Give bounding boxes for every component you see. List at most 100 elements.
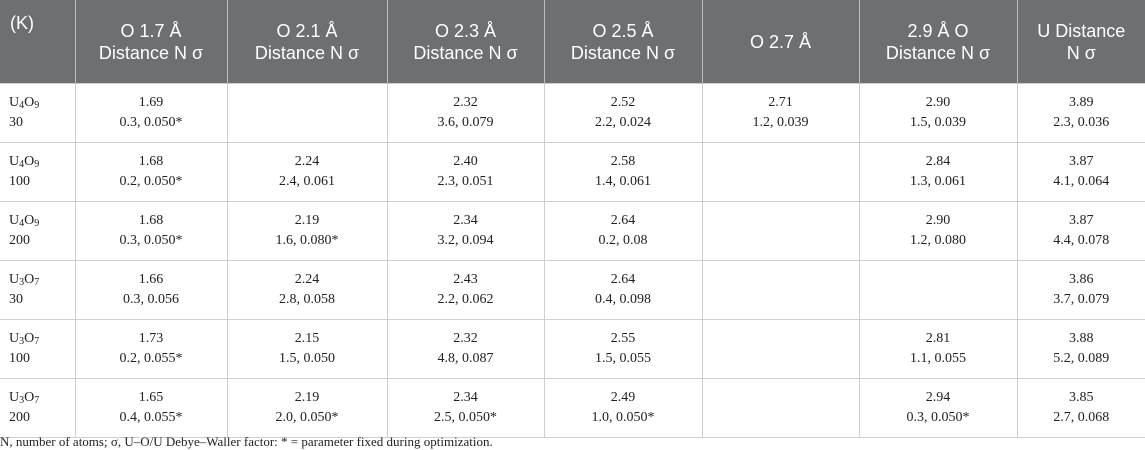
distance-value: 1.66 bbox=[138, 272, 164, 287]
shell-fit-cell: 2.15 1.5, 0.050 bbox=[226, 319, 387, 379]
n-sigma-value: 0.3, 0.050* bbox=[119, 233, 183, 248]
n-sigma-value: 0.3, 0.050* bbox=[119, 115, 183, 130]
n-sigma-value: 0.3, 0.056 bbox=[123, 292, 179, 307]
header-row: (K) O 1.7 Å Distance N σ O 2.1 Å Distance … bbox=[0, 0, 1145, 84]
n-sigma-value: 0.2, 0.055* bbox=[119, 351, 183, 366]
sample-formula: U4O9 bbox=[9, 154, 40, 170]
sample-formula: U4O9 bbox=[9, 213, 40, 229]
temperature-value: 30 bbox=[9, 292, 23, 307]
shell-fit-cell: 1.66 0.3, 0.056 bbox=[74, 260, 227, 320]
sample-formula: U3O7 bbox=[9, 331, 40, 347]
distance-value: 2.24 bbox=[294, 272, 320, 287]
n-sigma-value: 2.3, 0.051 bbox=[437, 174, 494, 189]
shell-fit-cell: 1.68 0.2, 0.050* bbox=[74, 142, 227, 202]
shell-fit-cell: 1.73 0.2, 0.055* bbox=[74, 319, 227, 379]
sample-formula: U3O7 bbox=[9, 390, 40, 406]
temperature-value: 100 bbox=[9, 174, 30, 189]
n-sigma-value: 1.6, 0.080* bbox=[275, 233, 339, 248]
distance-value: 1.69 bbox=[138, 95, 164, 110]
shell-fit-cell: 3.86 3.7, 0.079 bbox=[1016, 260, 1145, 320]
distance-value: 1.68 bbox=[138, 213, 164, 228]
header-o-2-7: O 2.7 Å bbox=[701, 0, 859, 84]
n-sigma-value: 2.4, 0.061 bbox=[279, 174, 335, 189]
n-sigma-value: 0.2, 0.08 bbox=[598, 233, 648, 248]
shell-fit-cell: 3.89 2.3, 0.036 bbox=[1016, 83, 1145, 143]
distance-value: 3.89 bbox=[1069, 95, 1094, 110]
n-sigma-value: 1.2, 0.080 bbox=[910, 233, 966, 248]
n-sigma-value: 1.1, 0.055 bbox=[910, 351, 966, 366]
n-sigma-value: 3.2, 0.094 bbox=[437, 233, 494, 248]
n-sigma-value: 0.4, 0.055* bbox=[119, 410, 183, 425]
header-temperature: (K) bbox=[0, 0, 75, 84]
n-sigma-value: 1.5, 0.055 bbox=[595, 351, 651, 366]
shell-fit-cell: 2.90 1.5, 0.039 bbox=[858, 83, 1017, 143]
shell-fit-cell: 2.49 1.0, 0.050* bbox=[543, 378, 702, 438]
shell-fit-cell bbox=[226, 83, 387, 143]
distance-value: 3.85 bbox=[1069, 390, 1094, 405]
table-row: U4O9 200 1.68 0.3, 0.050* 2.19 1.6, 0.080* 2.3… bbox=[0, 201, 1145, 261]
table-row: U3O7 200 1.65 0.4, 0.055* 2.19 2.0, 0.050* 2.3… bbox=[0, 378, 1145, 438]
data-table-container: (K) O 1.7 Å Distance N σ O 2.1 Å Distance … bbox=[0, 0, 1145, 438]
n-sigma-value: 2.2, 0.024 bbox=[595, 115, 651, 130]
n-sigma-value: 4.1, 0.064 bbox=[1053, 174, 1110, 189]
n-sigma-value: 2.2, 0.062 bbox=[437, 292, 494, 307]
n-sigma-value: 1.5, 0.050 bbox=[279, 351, 335, 366]
distance-value: 2.71 bbox=[768, 95, 793, 110]
n-sigma-value: 3.7, 0.079 bbox=[1053, 292, 1110, 307]
header-u-distance: U Distance N σ bbox=[1016, 0, 1145, 84]
shell-fit-cell: 2.64 0.4, 0.098 bbox=[543, 260, 702, 320]
distance-value: 2.24 bbox=[294, 154, 320, 169]
distance-value: 1.73 bbox=[138, 331, 164, 346]
shell-fit-cell: 2.34 2.5, 0.050* bbox=[386, 378, 544, 438]
shell-fit-cell: 2.40 2.3, 0.051 bbox=[386, 142, 544, 202]
sample-temperature-cell: U4O9 200 bbox=[0, 201, 75, 261]
shell-fit-cell bbox=[701, 319, 859, 379]
table-footnote: N, number of atoms; σ, U–O/U Debye–Walle… bbox=[0, 434, 493, 449]
sample-formula: U3O7 bbox=[9, 272, 40, 288]
distance-value: 2.81 bbox=[925, 331, 951, 346]
distance-value: 2.84 bbox=[925, 154, 951, 169]
shell-fit-cell: 3.85 2.7, 0.068 bbox=[1016, 378, 1145, 438]
sample-formula: U4O9 bbox=[9, 95, 40, 111]
shell-fit-cell: 2.19 1.6, 0.080* bbox=[226, 201, 387, 261]
temperature-value: 200 bbox=[9, 233, 30, 248]
distance-value: 3.86 bbox=[1069, 272, 1094, 287]
n-sigma-value: 4.4, 0.078 bbox=[1053, 233, 1110, 248]
shell-fit-cell: 2.64 0.2, 0.08 bbox=[543, 201, 702, 261]
shell-fit-cell bbox=[701, 378, 859, 438]
temperature-value: 30 bbox=[9, 115, 23, 130]
shell-fit-cell: 2.52 2.2, 0.024 bbox=[543, 83, 702, 143]
n-sigma-value: 4.8, 0.087 bbox=[437, 351, 494, 366]
distance-value: 2.49 bbox=[610, 390, 636, 405]
shell-fit-cell: 1.69 0.3, 0.050* bbox=[74, 83, 227, 143]
header-o-2-9: 2.9 Å O Distance N σ bbox=[858, 0, 1017, 84]
shell-fit-cell: 3.87 4.4, 0.078 bbox=[1016, 201, 1145, 261]
shell-fit-cell: 2.81 1.1, 0.055 bbox=[858, 319, 1017, 379]
n-sigma-value: 2.0, 0.050* bbox=[275, 410, 339, 425]
sample-temperature-cell: U3O7 200 bbox=[0, 378, 75, 438]
sample-temperature-cell: U3O7 100 bbox=[0, 319, 75, 379]
n-sigma-value: 2.5, 0.050* bbox=[434, 410, 497, 425]
distance-value: 2.19 bbox=[294, 390, 320, 405]
n-sigma-value: 2.8, 0.058 bbox=[279, 292, 335, 307]
distance-value: 1.68 bbox=[138, 154, 164, 169]
header-o-2-3: O 2.3 Å Distance N σ bbox=[386, 0, 544, 84]
n-sigma-value: 0.3, 0.050* bbox=[906, 410, 970, 425]
temperature-value: 100 bbox=[9, 351, 30, 366]
temperature-value: 200 bbox=[9, 410, 30, 425]
shell-fit-cell: 2.55 1.5, 0.055 bbox=[543, 319, 702, 379]
n-sigma-value: 1.5, 0.039 bbox=[910, 115, 966, 130]
shell-fit-cell: 2.32 4.8, 0.087 bbox=[386, 319, 544, 379]
distance-value: 3.87 bbox=[1069, 213, 1094, 228]
distance-value: 2.32 bbox=[453, 331, 478, 346]
shell-fit-cell: 3.87 4.1, 0.064 bbox=[1016, 142, 1145, 202]
sample-temperature-cell: U4O9 30 bbox=[0, 83, 75, 143]
n-sigma-value: 1.2, 0.039 bbox=[752, 115, 809, 130]
shell-fit-cell: 2.90 1.2, 0.080 bbox=[858, 201, 1017, 261]
header-o-1-7: O 1.7 Å Distance N σ bbox=[74, 0, 227, 84]
distance-value: 2.34 bbox=[453, 213, 478, 228]
n-sigma-value: 2.7, 0.068 bbox=[1053, 410, 1110, 425]
shell-fit-cell: 3.88 5.2, 0.089 bbox=[1016, 319, 1145, 379]
shell-fit-cell: 1.68 0.3, 0.050* bbox=[74, 201, 227, 261]
n-sigma-value: 0.4, 0.098 bbox=[595, 292, 651, 307]
